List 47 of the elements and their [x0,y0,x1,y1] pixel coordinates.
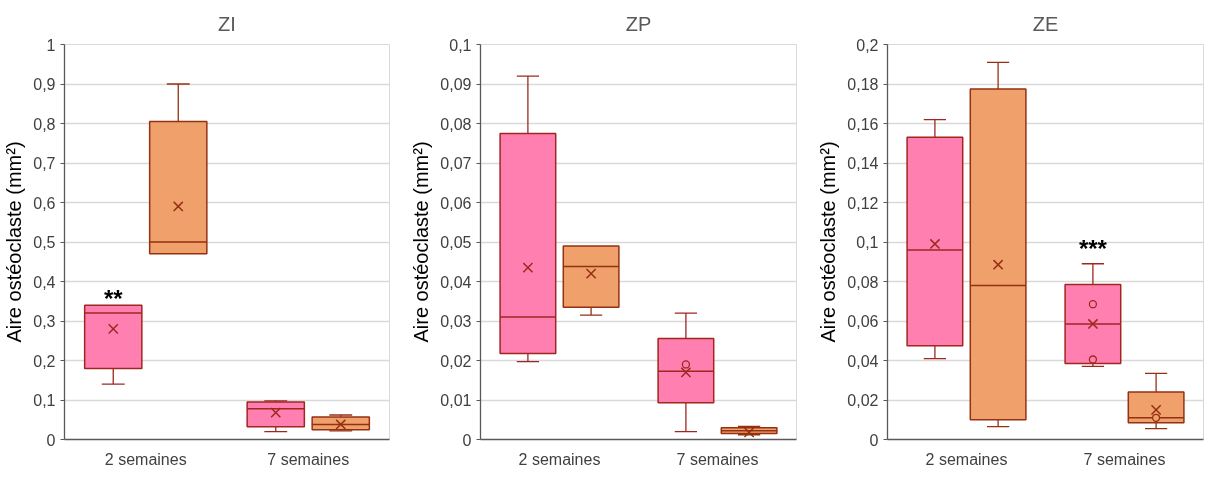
y-tick-label: 0,6 [33,194,56,212]
y-tick-label: 0,2 [33,352,56,370]
annotation: ** [103,285,124,313]
y-axis-title: Aire ostéoclaste (mm²) [410,141,433,343]
y-tick-label: 1 [46,36,56,54]
chart-title: ZE [1032,12,1059,35]
annotation: *** [1078,234,1108,262]
y-axis-title: Aire ostéoclaste (mm²) [817,141,840,343]
y-tick-label: 0,05 [440,234,472,251]
y-axis-title: Aire ostéoclaste (mm²) [3,141,26,343]
y-tick-label: 0,4 [33,273,56,291]
y-tick-label: 0,03 [440,313,472,330]
x-tick-label: 2 semaines [518,450,601,468]
y-tick-label: 0,08 [847,273,879,291]
y-tick-label: 0,02 [847,392,879,409]
x-tick-label: 7 semaines [267,450,350,468]
y-tick-label: 0,14 [847,155,879,172]
y-tick-label: 0,06 [847,313,879,330]
y-tick-label: 0,18 [847,76,879,93]
y-tick-label: 0,04 [847,352,879,370]
y-tick-label: 0,08 [440,115,472,133]
chart-title: ZP [625,12,652,35]
x-tick-label: 7 semaines [676,450,759,468]
y-tick-label: 0,07 [440,155,472,172]
y-tick-label: 0,12 [847,194,879,212]
y-tick-label: 0 [869,431,879,449]
y-tick-label: 0 [46,431,56,449]
y-tick-label: 0,9 [33,76,56,93]
y-tick-label: 0,02 [440,352,472,370]
y-tick-label: 0,8 [33,115,56,133]
x-tick-label: 2 semaines [104,450,187,468]
x-tick-label: 7 semaines [1083,450,1166,468]
y-tick-label: 0 [462,431,472,449]
y-tick-label: 0,16 [847,115,879,133]
y-tick-label: 0,06 [440,194,472,212]
y-tick-label: 0,04 [440,273,472,291]
y-tick-label: 0,1 [33,392,56,409]
y-tick-label: 0,09 [440,76,472,93]
y-tick-label: 0,01 [440,392,472,409]
y-tick-label: 0,1 [856,234,879,251]
chart-title: ZI [218,12,236,35]
y-tick-label: 0,2 [856,36,879,54]
y-tick-label: 0,3 [33,313,56,330]
y-tick-label: 0,1 [449,36,472,54]
y-tick-label: 0,7 [33,155,56,172]
y-tick-label: 0,5 [33,234,56,251]
x-tick-label: 2 semaines [925,450,1008,468]
